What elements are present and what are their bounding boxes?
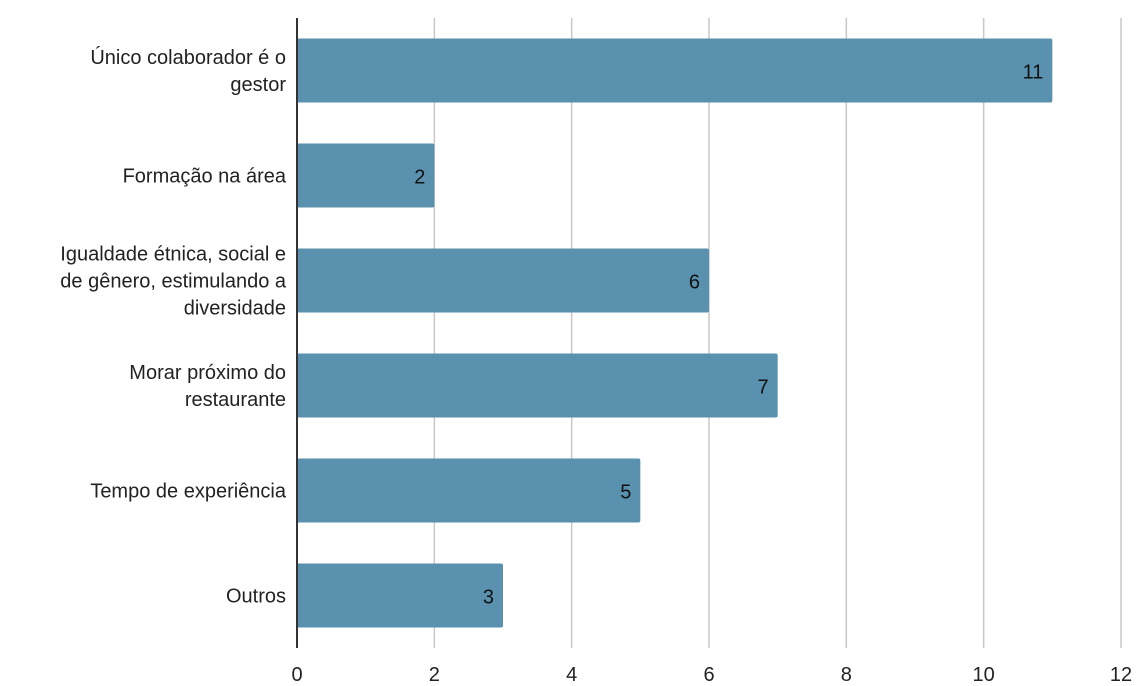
x-tick-label-10: 10	[973, 664, 995, 686]
x-tick-label-12: 12	[1110, 664, 1132, 686]
category-label-2-line-0: Igualdade étnica, social e	[60, 244, 286, 266]
bars	[297, 38, 1053, 628]
x-tick-label-2: 2	[429, 664, 440, 686]
data-label-2: 6	[689, 272, 700, 294]
bar-1	[297, 143, 435, 208]
bar-5	[297, 563, 503, 628]
data-label-1: 2	[414, 167, 425, 189]
bar-3	[297, 353, 778, 418]
x-tick-label-8: 8	[841, 664, 852, 686]
x-tick-label-0: 0	[291, 664, 302, 686]
category-label-3-line-1: restaurante	[185, 389, 286, 411]
data-label-0: 11	[1023, 62, 1044, 84]
bar-0	[297, 38, 1053, 103]
bar-4	[297, 458, 641, 523]
category-label-4-line-0: Tempo de experiência	[90, 481, 287, 503]
data-labels: 11 2 6 7 5 3	[414, 62, 1043, 609]
category-label-1-line-0: Formação na área	[123, 166, 287, 188]
category-label-0-line-0: Único colaborador é o	[90, 46, 286, 69]
category-label-0-line-1: gestor	[230, 74, 286, 96]
category-label-2-line-2: diversidade	[184, 298, 286, 320]
x-tick-label-6: 6	[703, 664, 714, 686]
data-label-5: 3	[483, 587, 494, 609]
x-tick-label-4: 4	[566, 664, 577, 686]
category-label-2-line-1: de gênero, estimulando a	[60, 271, 287, 293]
category-labels: Único colaborador é o gestor Formação na á…	[60, 46, 287, 608]
bar-2	[297, 248, 709, 313]
category-label-5-line-0: Outros	[226, 586, 286, 608]
x-tick-labels: 0 2 4 6 8 10 12	[291, 664, 1132, 686]
gridlines	[433, 18, 1122, 648]
category-label-3-line-0: Morar próximo do	[129, 362, 286, 384]
data-label-3: 7	[758, 377, 769, 399]
data-label-4: 5	[620, 482, 631, 504]
